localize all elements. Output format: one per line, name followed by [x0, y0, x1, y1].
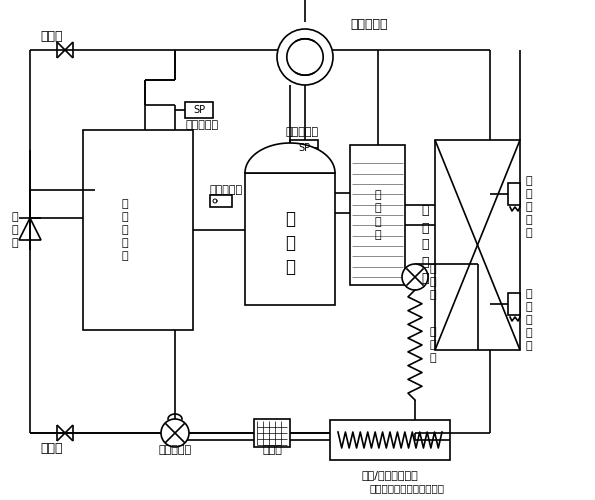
Text: 吸氣感溫包: 吸氣感溫包	[210, 185, 243, 195]
Text: 環
境
感
溫
包: 環 境 感 溫 包	[525, 176, 531, 238]
Bar	[83, 130, 193, 330]
Text: 小閥門: 小閥門	[40, 442, 62, 454]
Bar	[350, 145, 405, 285]
Bar	[185, 102, 213, 118]
Bar	[210, 195, 232, 207]
Text: 蓄
熱
裝
置: 蓄 熱 裝 置	[374, 190, 381, 240]
Text: 注：虛線為制熱時冷媒流向: 注：虛線為制熱時冷媒流向	[370, 483, 445, 493]
Text: 低壓傳感器: 低壓傳感器	[185, 120, 218, 130]
Text: SP: SP	[298, 143, 310, 153]
Text: 室
外
換
熱
器: 室 外 換 熱 器	[421, 204, 429, 286]
Text: 過濾器: 過濾器	[262, 445, 282, 455]
Circle shape	[402, 264, 428, 290]
Text: 板式/套管式換熱器: 板式/套管式換熱器	[362, 470, 418, 480]
Circle shape	[161, 419, 189, 447]
Bar	[508, 293, 520, 315]
Text: 毛
細
管: 毛 細 管	[430, 327, 437, 363]
Text: 氣
液
分
離
器: 氣 液 分 離 器	[122, 198, 129, 262]
Text: 大閥門: 大閥門	[40, 30, 62, 44]
Bar	[435, 140, 520, 350]
Circle shape	[277, 29, 333, 85]
Text: 電
磁
閥: 電 磁 閥	[430, 264, 437, 300]
Text: SP: SP	[193, 105, 205, 115]
Bar	[290, 140, 318, 156]
Bar	[245, 173, 335, 305]
Bar	[254, 419, 290, 447]
Text: 化
霜
感
溫
包: 化 霜 感 溫 包	[525, 288, 531, 352]
Text: 高壓傳感器: 高壓傳感器	[285, 127, 318, 137]
Bar	[508, 183, 520, 205]
Text: 壓
縮
機: 壓 縮 機	[285, 210, 295, 276]
Polygon shape	[245, 143, 335, 173]
Text: 電子膨脹閥: 電子膨脹閥	[158, 445, 192, 455]
Text: 四通換向閥: 四通換向閥	[350, 18, 387, 32]
Bar	[330, 420, 450, 460]
Bar	[95, 165, 155, 295]
Text: 單
向
閥: 單 向 閥	[12, 212, 18, 248]
